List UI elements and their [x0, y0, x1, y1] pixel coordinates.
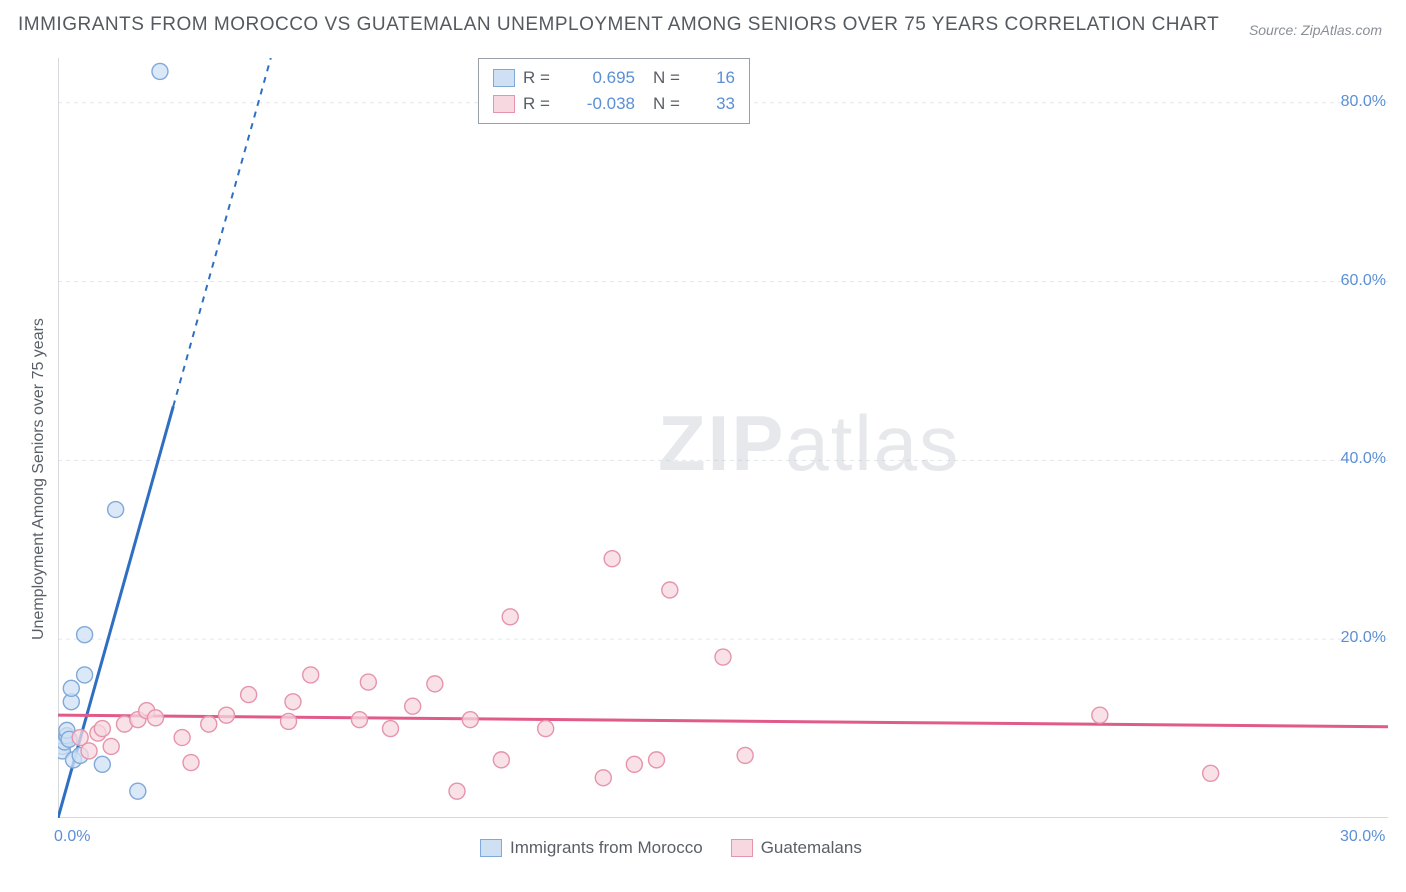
- legend-n-value: 33: [695, 94, 735, 114]
- legend-series-item: Guatemalans: [731, 838, 862, 858]
- y-axis-label: Unemployment Among Seniors over 75 years: [30, 318, 48, 640]
- chart-title: IMMIGRANTS FROM MOROCCO VS GUATEMALAN UN…: [18, 14, 1219, 36]
- legend-swatch: [480, 839, 502, 857]
- x-tick-label: 30.0%: [1340, 828, 1385, 846]
- legend-r-label: R =: [523, 68, 557, 88]
- legend-n-value: 16: [695, 68, 735, 88]
- y-tick-label: 40.0%: [1326, 450, 1386, 468]
- legend-series-label: Guatemalans: [761, 838, 862, 858]
- legend-swatch: [731, 839, 753, 857]
- legend-n-label: N =: [653, 94, 687, 114]
- legend-r-value: -0.038: [565, 94, 635, 114]
- legend-series-label: Immigrants from Morocco: [510, 838, 703, 858]
- legend-swatch: [493, 69, 515, 87]
- source-attribution: Source: ZipAtlas.com: [1249, 22, 1382, 38]
- series-legend: Immigrants from Morocco Guatemalans: [480, 838, 862, 858]
- y-tick-label: 60.0%: [1326, 272, 1386, 290]
- legend-r-label: R =: [523, 94, 557, 114]
- legend-stat-row: R = -0.038 N = 33: [493, 91, 735, 117]
- legend-r-value: 0.695: [565, 68, 635, 88]
- y-tick-label: 20.0%: [1326, 629, 1386, 647]
- y-tick-label: 80.0%: [1326, 93, 1386, 111]
- legend-stat-row: R = 0.695 N = 16: [493, 65, 735, 91]
- x-tick-label: 0.0%: [54, 828, 90, 846]
- plot-area: ZIPatlas R =0.695N =16R =-0.038N =33 0.0…: [58, 58, 1388, 818]
- legend-swatch: [493, 95, 515, 113]
- legend-n-label: N =: [653, 68, 687, 88]
- legend-series-item: Immigrants from Morocco: [480, 838, 703, 858]
- scatter-chart-svg: [58, 58, 1388, 818]
- correlation-legend: R = 0.695 N = 16 R = -0.038 N = 33: [478, 58, 750, 124]
